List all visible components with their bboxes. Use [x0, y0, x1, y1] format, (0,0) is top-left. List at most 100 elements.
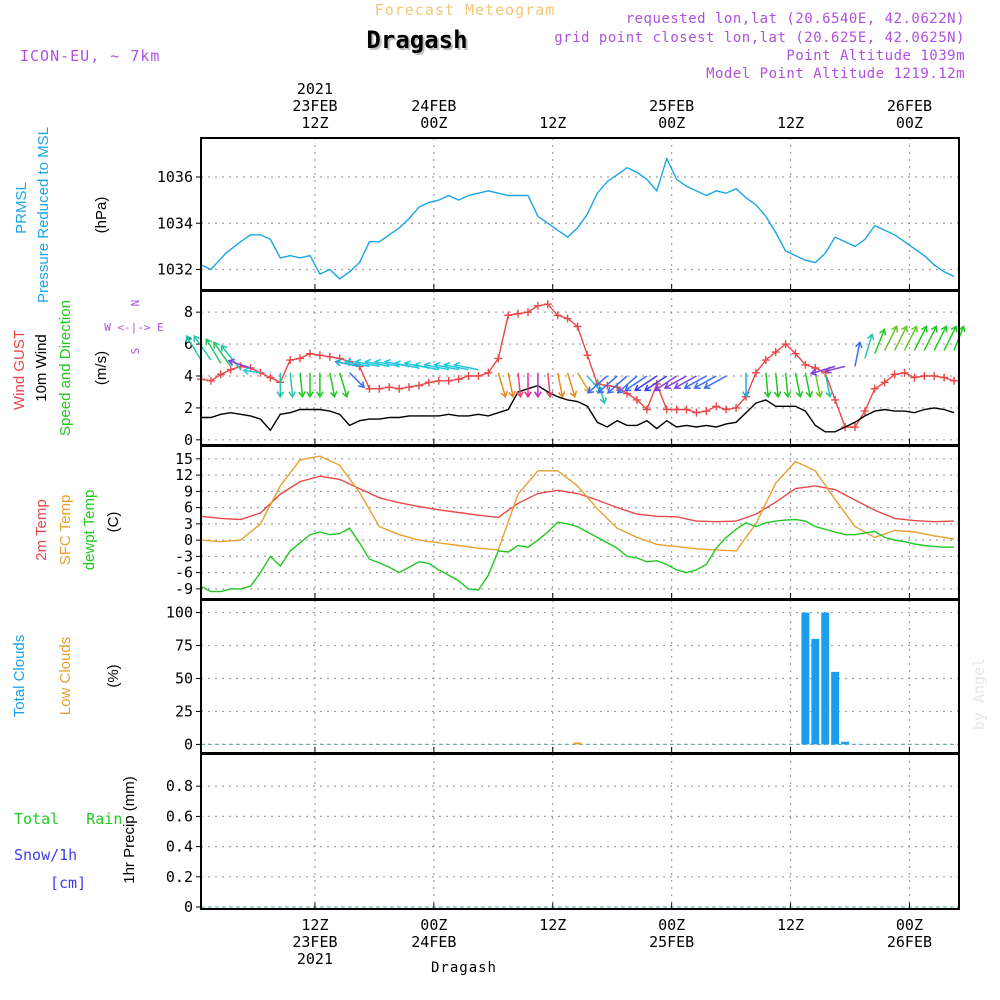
pressure-label-msl: Pressure Reduced to MSL: [35, 127, 52, 303]
gust-marker: [474, 371, 483, 380]
gust-marker: [860, 407, 869, 416]
time-label: 26FEB: [887, 97, 932, 115]
gust-marker: [454, 375, 463, 384]
y-tick-label: 9: [184, 482, 193, 500]
cloud-bar: [801, 612, 810, 745]
wind-arrow: [923, 325, 938, 351]
gust-marker: [504, 311, 513, 320]
y-tick-label: 2: [184, 399, 193, 417]
gust-marker: [950, 376, 959, 385]
wind-speed-dir-label: Speed and Direction: [57, 300, 74, 436]
gust-marker: [672, 405, 681, 414]
wind-arrow: [586, 375, 608, 394]
y-tick-label: -9: [175, 580, 193, 598]
gust-marker: [791, 349, 800, 358]
y-tick-label: 25: [175, 702, 193, 720]
wind-arrow: [913, 325, 928, 351]
y-tick-label: 1032: [157, 261, 193, 279]
gust-marker: [375, 384, 384, 393]
series-line: [200, 518, 954, 593]
gust-marker: [216, 370, 225, 379]
time-label: 00Z: [658, 916, 685, 934]
gust-marker: [910, 373, 919, 382]
wind-arrow: [524, 372, 532, 399]
wind-arrow: [329, 372, 338, 399]
gust-marker: [305, 349, 314, 358]
gust-marker: [920, 371, 929, 380]
wind-arrow: [288, 372, 296, 399]
gust-marker: [206, 376, 215, 385]
gust-marker: [682, 405, 691, 414]
gust-marker: [662, 405, 671, 414]
wind-arrow: [534, 372, 542, 399]
gust-marker: [444, 376, 453, 385]
wind-arrow: [884, 325, 899, 351]
gust-marker: [573, 322, 582, 331]
gust-marker: [315, 351, 324, 360]
time-label: 25FEB: [649, 933, 694, 951]
wind-arrow: [507, 372, 516, 399]
y-tick-label: 6: [184, 499, 193, 517]
series-line: [200, 475, 955, 523]
y-tick-label: 4: [184, 367, 193, 385]
cloud-bar: [841, 741, 850, 745]
wind-arrow: [804, 372, 814, 399]
wind-arrow: [185, 334, 202, 361]
gust-marker: [533, 301, 542, 310]
wind-10m-label: 10m Wind: [33, 334, 50, 402]
y-tick-label: -6: [175, 564, 193, 582]
gust-marker: [464, 371, 473, 380]
gust-marker: [751, 368, 760, 377]
gust-marker: [414, 381, 423, 390]
gust-marker: [424, 378, 433, 387]
wind-arrow: [634, 375, 658, 392]
time-label: 25FEB: [649, 97, 694, 115]
point-altitude: Point Altitude 1039m: [786, 48, 965, 64]
temp-unit: (C): [105, 512, 122, 533]
y-tick-label: 0: [184, 531, 193, 549]
wind-unit: (m/s): [93, 351, 110, 385]
wind-arrow: [606, 375, 628, 394]
wind-arrow: [773, 372, 782, 399]
credit-watermark: by Angel: [970, 658, 988, 730]
y-tick-label: 8: [184, 303, 193, 321]
wind-arrow: [349, 372, 365, 389]
model-altitude: Model Point Altitude 1219.12m: [706, 66, 965, 82]
total-clouds-label: Total Clouds: [11, 635, 28, 718]
time-label: 12Z: [301, 114, 328, 132]
y-tick-label: 6: [184, 335, 193, 353]
wind-arrow: [794, 372, 804, 399]
time-label: 00Z: [896, 114, 923, 132]
compass-rose: N W <-|-> E S: [104, 300, 164, 355]
wind-gust-label: Wind GUST: [11, 330, 28, 410]
gust-marker: [801, 360, 810, 369]
gust-marker: [553, 311, 562, 320]
wind-arrow: [763, 372, 772, 399]
gust-marker: [870, 384, 879, 393]
gust-marker: [692, 408, 701, 417]
wind-arrow: [306, 372, 314, 399]
gust-marker: [712, 402, 721, 411]
gust-marker: [722, 405, 731, 414]
precip-unit: 1hr Precip (mm): [121, 776, 138, 884]
wind-arrow: [783, 372, 792, 399]
series-line: [201, 384, 955, 433]
wind-arrow: [693, 375, 717, 390]
wind-arrow: [742, 372, 750, 399]
cloud-bar: [821, 612, 830, 745]
clouds-panel: 0 25 50 75 100: [166, 599, 960, 754]
wind-arrow: [624, 375, 648, 392]
wind-arrow: [516, 372, 524, 399]
gust-marker: [226, 365, 235, 374]
low-clouds-label: Low Clouds: [57, 637, 74, 715]
wind-arrow: [453, 361, 479, 371]
temp-2m-label: 2m Temp: [33, 499, 50, 560]
time-label: 12Z: [777, 916, 804, 934]
total-rain-label: Total Rain: [14, 810, 122, 828]
gust-marker: [266, 373, 275, 382]
time-label: 12Z: [539, 916, 566, 934]
gust-marker: [900, 368, 909, 377]
y-tick-label: 15: [175, 450, 193, 468]
